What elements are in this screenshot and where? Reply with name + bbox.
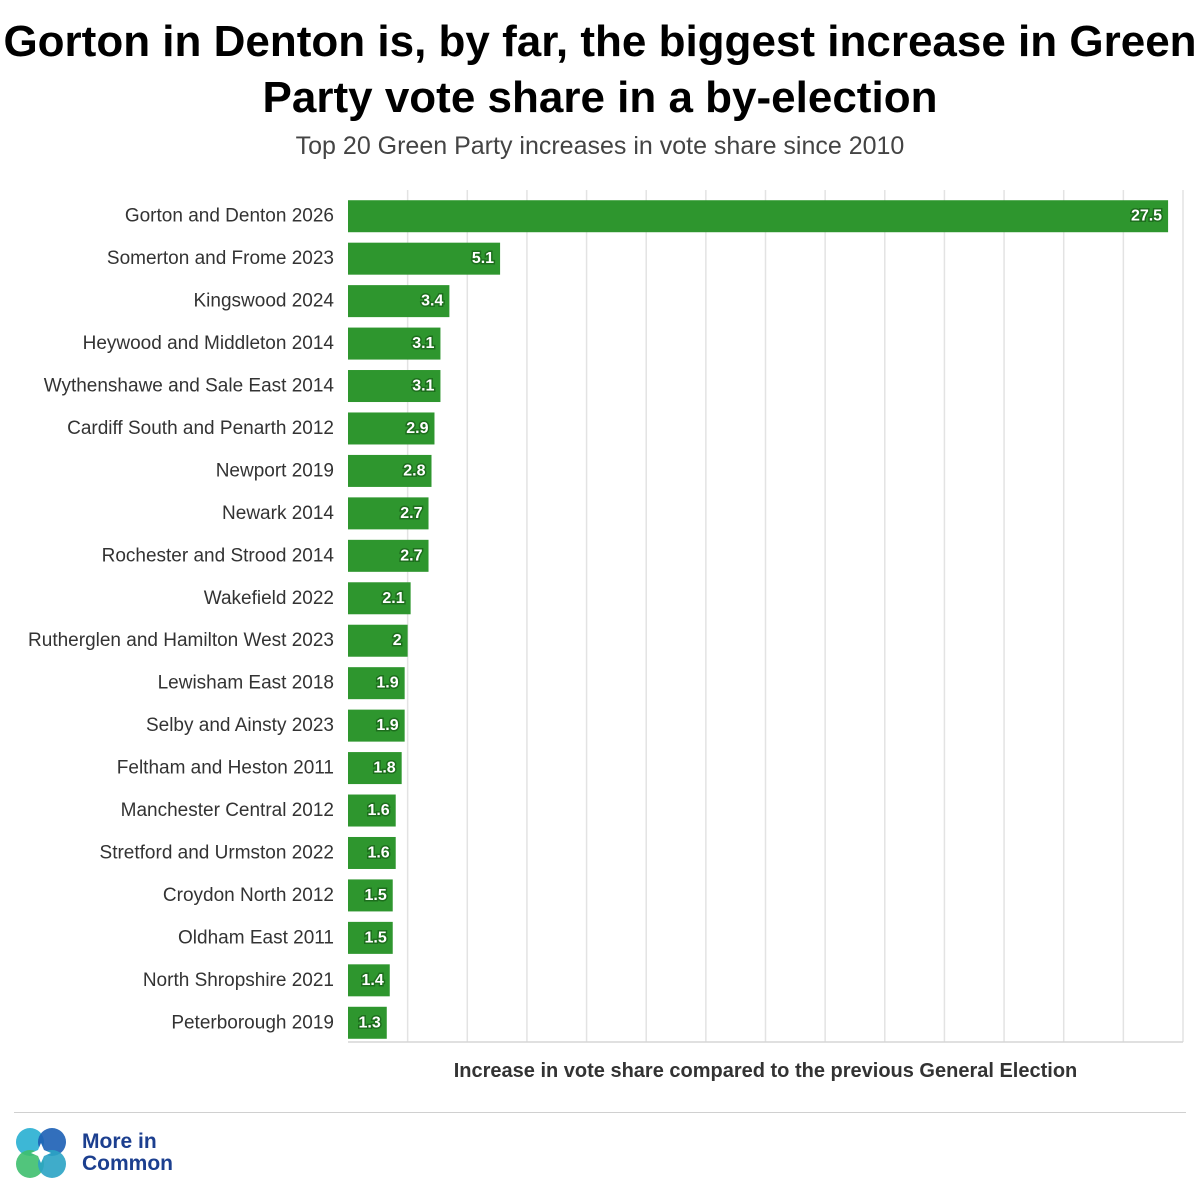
bar <box>348 497 429 530</box>
bar <box>348 582 411 615</box>
data-label: 1.4 <box>362 972 384 989</box>
data-label: 3.4 <box>421 293 443 310</box>
data-label: 3.1 <box>412 335 434 352</box>
bar <box>348 667 405 700</box>
data-label: 1.6 <box>367 802 389 819</box>
bar <box>348 709 405 742</box>
data-label: 1.3 <box>359 1014 381 1031</box>
category-label: Newport 2019 <box>216 460 334 481</box>
chart-subtitle: Top 20 Green Party increases in vote sha… <box>295 132 905 160</box>
bar <box>348 836 396 869</box>
logo-wordmark: More in Common <box>82 1131 192 1175</box>
logo-line-1: More in <box>82 1130 157 1153</box>
data-label: 1.6 <box>367 844 389 861</box>
bar <box>348 370 441 403</box>
bar <box>348 412 435 445</box>
footer-divider <box>14 1112 1186 1113</box>
category-label: Kingswood 2024 <box>194 291 335 312</box>
category-label: Wakefield 2022 <box>204 588 334 609</box>
category-label: Peterborough 2019 <box>171 1012 334 1033</box>
category-label: Stretford and Urmston 2022 <box>100 842 334 863</box>
bar <box>348 285 450 318</box>
bar <box>348 327 441 360</box>
bar <box>348 794 396 827</box>
data-label: 1.9 <box>376 675 398 692</box>
category-label: Somerton and Frome 2023 <box>107 248 334 269</box>
bar <box>348 752 402 785</box>
data-label: 2.1 <box>382 590 404 607</box>
category-label: Newark 2014 <box>222 503 334 524</box>
value-labels: 27.5 5.1 3.4 3.1 3.1 2.9 2.8 2.7 2.7 2.1 2 1.9 1.9 1.… <box>357 206 1164 1033</box>
bar <box>348 242 501 275</box>
category-label: Feltham and Heston 2011 <box>117 758 334 779</box>
data-label: 2 <box>393 632 402 649</box>
bar <box>348 454 432 487</box>
data-label: 3.1 <box>412 378 434 395</box>
bar <box>348 1006 387 1039</box>
data-label: 27.5 <box>1131 208 1162 225</box>
x-axis-title: Increase in vote share compared to the p… <box>453 1060 1078 1082</box>
category-label: Cardiff South and Penarth 2012 <box>67 418 334 439</box>
category-label: Lewisham East 2018 <box>158 673 334 694</box>
brand-logo: More in Common <box>14 1126 192 1180</box>
category-label: Heywood and Middleton 2014 <box>83 333 335 354</box>
bars <box>348 200 1169 1039</box>
data-label: 2.7 <box>400 505 422 522</box>
category-label: Croydon North 2012 <box>163 885 334 906</box>
data-label: 2.7 <box>400 547 422 564</box>
data-label: 1.8 <box>373 760 395 777</box>
bar <box>348 964 390 997</box>
logo-line-2: Common <box>82 1152 173 1175</box>
category-label: Rutherglen and Hamilton West 2023 <box>28 630 334 651</box>
bar <box>348 624 408 657</box>
chart-title: Gorton in Denton is, by far, the biggest… <box>3 17 1197 122</box>
category-label: Gorton and Denton 2026 <box>125 206 334 227</box>
category-label: Oldham East 2011 <box>178 927 334 948</box>
category-label: Selby and Ainsty 2023 <box>146 715 334 736</box>
data-label: 1.5 <box>364 887 386 904</box>
data-label: 1.9 <box>376 717 398 734</box>
bar <box>348 539 429 572</box>
data-label: 1.5 <box>364 929 386 946</box>
data-label: 2.9 <box>406 420 428 437</box>
category-label: Rochester and Strood 2014 <box>102 545 335 566</box>
bar <box>348 921 393 954</box>
category-label: Manchester Central 2012 <box>121 800 334 821</box>
gridlines <box>348 190 1184 1043</box>
bar <box>348 200 1169 233</box>
bar <box>348 879 393 912</box>
data-label: 5.1 <box>472 250 494 267</box>
category-labels: Gorton and Denton 2026 Somerton and Frome… <box>28 206 334 1034</box>
category-label: Wythenshawe and Sale East 2014 <box>44 376 335 397</box>
bar-chart: Gorton and Denton 2026 Somerton and Frome… <box>28 190 1184 1043</box>
data-label: 2.8 <box>403 462 425 479</box>
category-label: North Shropshire 2021 <box>143 970 334 991</box>
more-in-common-logo-icon <box>16 1128 66 1178</box>
